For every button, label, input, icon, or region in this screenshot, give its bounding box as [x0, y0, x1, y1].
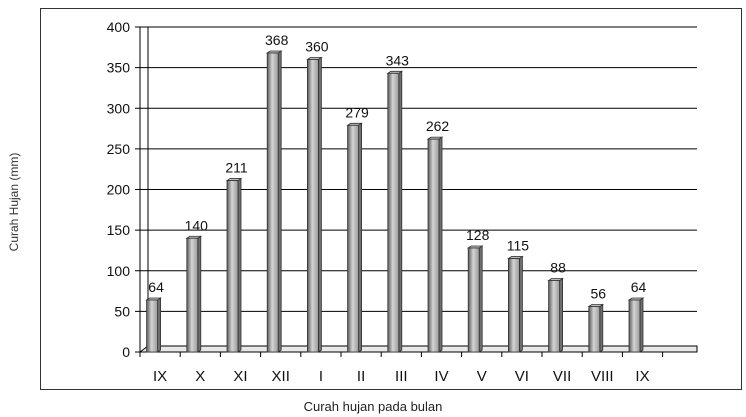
x-tick-label: X — [195, 368, 205, 385]
y-tick-label: 50 — [114, 303, 130, 319]
bar — [507, 258, 520, 353]
data-label: 88 — [550, 260, 566, 276]
bar-side — [639, 297, 644, 353]
y-tick-label: 100 — [107, 263, 131, 279]
x-tick-label: III — [395, 368, 408, 385]
data-label: 140 — [185, 217, 209, 233]
data-label: 279 — [345, 104, 369, 120]
data-label: 56 — [591, 286, 607, 302]
bar-side — [197, 235, 202, 353]
data-label: 343 — [386, 52, 410, 68]
bar-side — [478, 245, 483, 353]
y-tick-label: 350 — [107, 60, 131, 76]
y-tick-label: 400 — [107, 19, 131, 35]
y-axis-title: Curah Hujan (mm) — [7, 152, 21, 252]
data-label: 360 — [305, 39, 329, 55]
x-tick-label: XI — [233, 368, 247, 385]
bar — [548, 280, 560, 353]
chart-floor — [138, 345, 698, 353]
x-tick-label: XII — [272, 368, 290, 385]
bar-side — [599, 303, 604, 353]
bar — [347, 124, 360, 353]
x-tick-label: VII — [553, 368, 571, 385]
data-label: 262 — [426, 118, 450, 134]
x-tick-label: VI — [515, 368, 529, 385]
bar-side — [398, 70, 403, 353]
x-tick-label: II — [357, 368, 365, 385]
x-tick-label: IV — [434, 368, 448, 385]
y-tick-label: 150 — [107, 222, 131, 238]
bar — [186, 237, 199, 353]
x-tick-label: VIII — [591, 368, 614, 385]
bar-side — [519, 255, 523, 353]
bar-side — [358, 122, 363, 353]
bar — [226, 180, 239, 353]
bar — [306, 59, 319, 353]
bar — [427, 138, 440, 353]
bar-side — [277, 50, 282, 353]
bar-side — [317, 56, 322, 353]
y-tick-label: 250 — [107, 141, 131, 157]
bar-side — [237, 177, 242, 353]
data-label: 64 — [148, 279, 164, 295]
bar-side — [157, 297, 162, 353]
bar — [146, 299, 159, 353]
bar — [387, 72, 400, 353]
y-tick-label: 300 — [107, 100, 131, 116]
x-tick-label: IX — [635, 368, 649, 385]
x-tick-label: IX — [153, 368, 167, 385]
x-tick-label: V — [477, 368, 487, 385]
data-label: 115 — [507, 238, 530, 254]
bar — [588, 306, 601, 353]
x-tick-label: I — [319, 368, 323, 385]
data-label: 211 — [225, 160, 248, 176]
data-label: 64 — [631, 279, 647, 295]
bar — [467, 247, 480, 353]
bar-side — [559, 277, 563, 353]
chart-frame — [40, 8, 742, 390]
y-tick-label: 0 — [122, 344, 130, 360]
data-label: 368 — [265, 32, 289, 48]
bar-side — [438, 136, 443, 353]
x-axis-title: Curah hujan pada bulan — [303, 399, 443, 414]
bar — [628, 299, 641, 353]
bar — [266, 52, 279, 353]
data-label: 128 — [466, 227, 490, 243]
y-tick-label: 200 — [107, 182, 131, 198]
